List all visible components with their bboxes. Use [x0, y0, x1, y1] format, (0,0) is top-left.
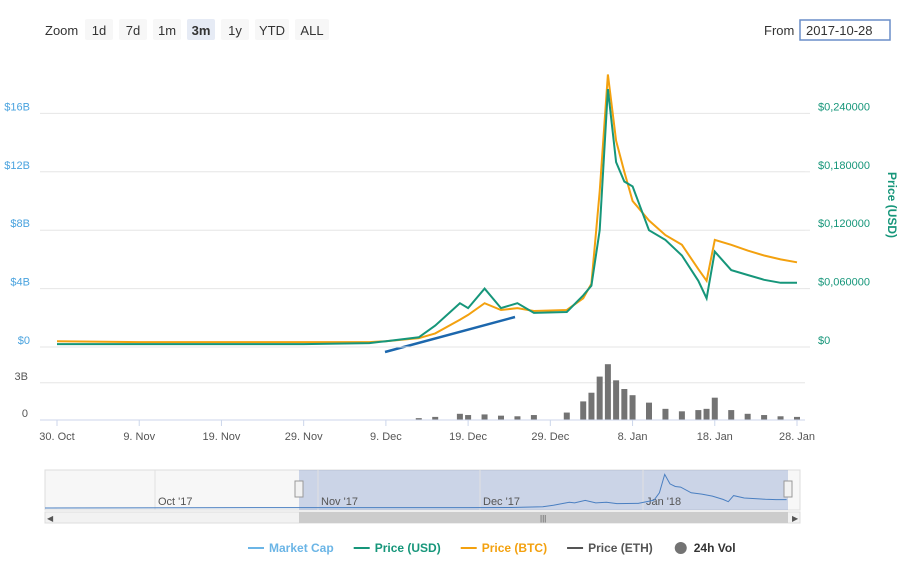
zoom-button-label[interactable]: 1y — [228, 23, 242, 38]
scroll-left[interactable]: ◀ — [47, 514, 54, 523]
x-tick-label: 28. Jan — [779, 431, 815, 443]
volume-bar — [596, 376, 603, 420]
from-label: From — [764, 23, 794, 38]
trend-annotation — [384, 315, 516, 354]
legend-label[interactable]: Price (USD) — [375, 541, 441, 555]
volume-bar — [662, 408, 669, 420]
y2-tick-label: $0,240000 — [818, 101, 870, 113]
volume-bar — [703, 408, 710, 420]
scrollbar-thumb[interactable] — [299, 512, 788, 523]
navigator-label: Oct '17 — [158, 496, 193, 508]
navigator-label: Jan '18 — [646, 496, 681, 508]
zoom-button[interactable] — [85, 19, 113, 40]
x-tick-label: 8. Jan — [618, 431, 648, 443]
volume-bar — [415, 418, 422, 420]
x-tick-label: 29. Nov — [285, 431, 323, 443]
volume-bar — [629, 395, 636, 420]
zoom-button[interactable] — [153, 19, 181, 40]
volume-bar — [777, 416, 784, 420]
x-tick-label: 9. Dec — [370, 431, 402, 443]
legend-label[interactable]: Price (ETH) — [588, 541, 653, 555]
volume-bar — [588, 392, 595, 420]
volume-bar — [514, 416, 521, 420]
y-tick-label: $12B — [4, 160, 30, 172]
x-tick-label: 9. Nov — [123, 431, 155, 443]
navigator-bg — [44, 469, 801, 511]
volume-bar — [481, 414, 488, 420]
volume-bar — [604, 364, 611, 420]
scroll-right[interactable]: ▶ — [792, 514, 799, 523]
zoom-button-label[interactable]: 3m — [192, 23, 211, 38]
legend-symbol — [674, 542, 687, 554]
zoom-button[interactable] — [255, 19, 289, 40]
zoom-label: Zoom — [45, 23, 78, 38]
volume-bar — [711, 397, 718, 420]
volume-tick-label: 3B — [15, 371, 28, 383]
volume-bar — [744, 413, 751, 420]
navigator-label: Dec '17 — [483, 496, 520, 508]
from-value[interactable]: 2017-10-28 — [806, 23, 873, 38]
volume-bar — [580, 401, 587, 420]
zoom-button[interactable] — [119, 19, 147, 40]
volume-bar — [678, 411, 685, 420]
volume-bar — [794, 416, 800, 420]
scrollbar-grip: ||| — [540, 514, 546, 523]
volume-bar — [465, 415, 472, 420]
zoom-button-label[interactable]: ALL — [300, 23, 323, 38]
y2-tick-label: $0 — [818, 335, 830, 347]
navigator-label: Nov '17 — [321, 496, 358, 508]
y2-axis-title: Price (USD) — [885, 172, 899, 238]
navigator-line — [44, 473, 787, 509]
y2-tick-label: $0,060000 — [818, 277, 870, 289]
series-line — [56, 74, 798, 344]
legend-label[interactable]: Price (BTC) — [482, 541, 547, 555]
y-tick-label: $16B — [4, 101, 30, 113]
volume-bar — [563, 412, 570, 420]
navigator-handle[interactable] — [783, 480, 793, 498]
volume-bar — [530, 415, 537, 420]
x-tick-label: 29. Dec — [531, 431, 569, 443]
from-input[interactable] — [799, 19, 891, 41]
volume-bar — [456, 413, 463, 420]
x-tick-label: 19. Nov — [202, 431, 240, 443]
zoom-button-label[interactable]: 1d — [92, 23, 106, 38]
zoom-button[interactable] — [187, 19, 215, 40]
y-tick-label: $0 — [18, 335, 30, 347]
volume-bar — [621, 389, 628, 420]
y2-tick-label: $0,180000 — [818, 160, 870, 172]
volume-bar — [728, 410, 735, 420]
volume-bar — [761, 415, 768, 420]
zoom-button-label[interactable]: YTD — [259, 23, 285, 38]
zoom-button-label[interactable]: 7d — [126, 23, 140, 38]
y-tick-label: $4B — [10, 277, 30, 289]
series-line — [57, 88, 797, 346]
volume-bar — [695, 410, 702, 420]
legend-label[interactable]: 24h Vol — [694, 541, 736, 555]
zoom-button-label[interactable]: 1m — [158, 23, 176, 38]
volume-bar — [498, 415, 504, 420]
volume-bar — [646, 402, 652, 420]
navigator-handle[interactable] — [294, 480, 304, 498]
x-tick-label: 30. Oct — [39, 431, 74, 443]
navigator-selection[interactable] — [299, 470, 788, 510]
x-tick-label: 18. Jan — [697, 431, 733, 443]
volume-bar — [432, 416, 439, 420]
volume-tick-label: 0 — [22, 408, 28, 420]
volume-bar — [613, 380, 620, 420]
x-tick-label: 19. Dec — [449, 431, 487, 443]
zoom-button[interactable] — [295, 19, 329, 40]
y-tick-label: $8B — [10, 218, 30, 230]
y2-tick-label: $0,120000 — [818, 218, 870, 230]
legend-label[interactable]: Market Cap — [269, 541, 334, 555]
zoom-button[interactable] — [221, 19, 249, 40]
